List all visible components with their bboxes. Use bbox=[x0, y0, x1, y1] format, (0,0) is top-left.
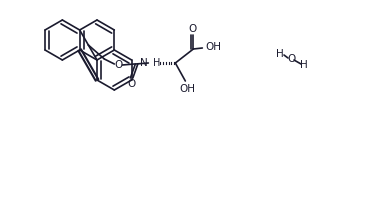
Text: O: O bbox=[287, 54, 295, 64]
Text: H: H bbox=[300, 60, 308, 70]
Text: H: H bbox=[153, 58, 161, 68]
Text: O: O bbox=[188, 24, 197, 34]
Text: O: O bbox=[114, 60, 122, 70]
Text: N: N bbox=[140, 57, 148, 67]
Text: OH: OH bbox=[205, 42, 221, 52]
Text: H: H bbox=[276, 49, 284, 59]
Text: OH: OH bbox=[179, 84, 195, 94]
Text: O: O bbox=[127, 79, 136, 89]
